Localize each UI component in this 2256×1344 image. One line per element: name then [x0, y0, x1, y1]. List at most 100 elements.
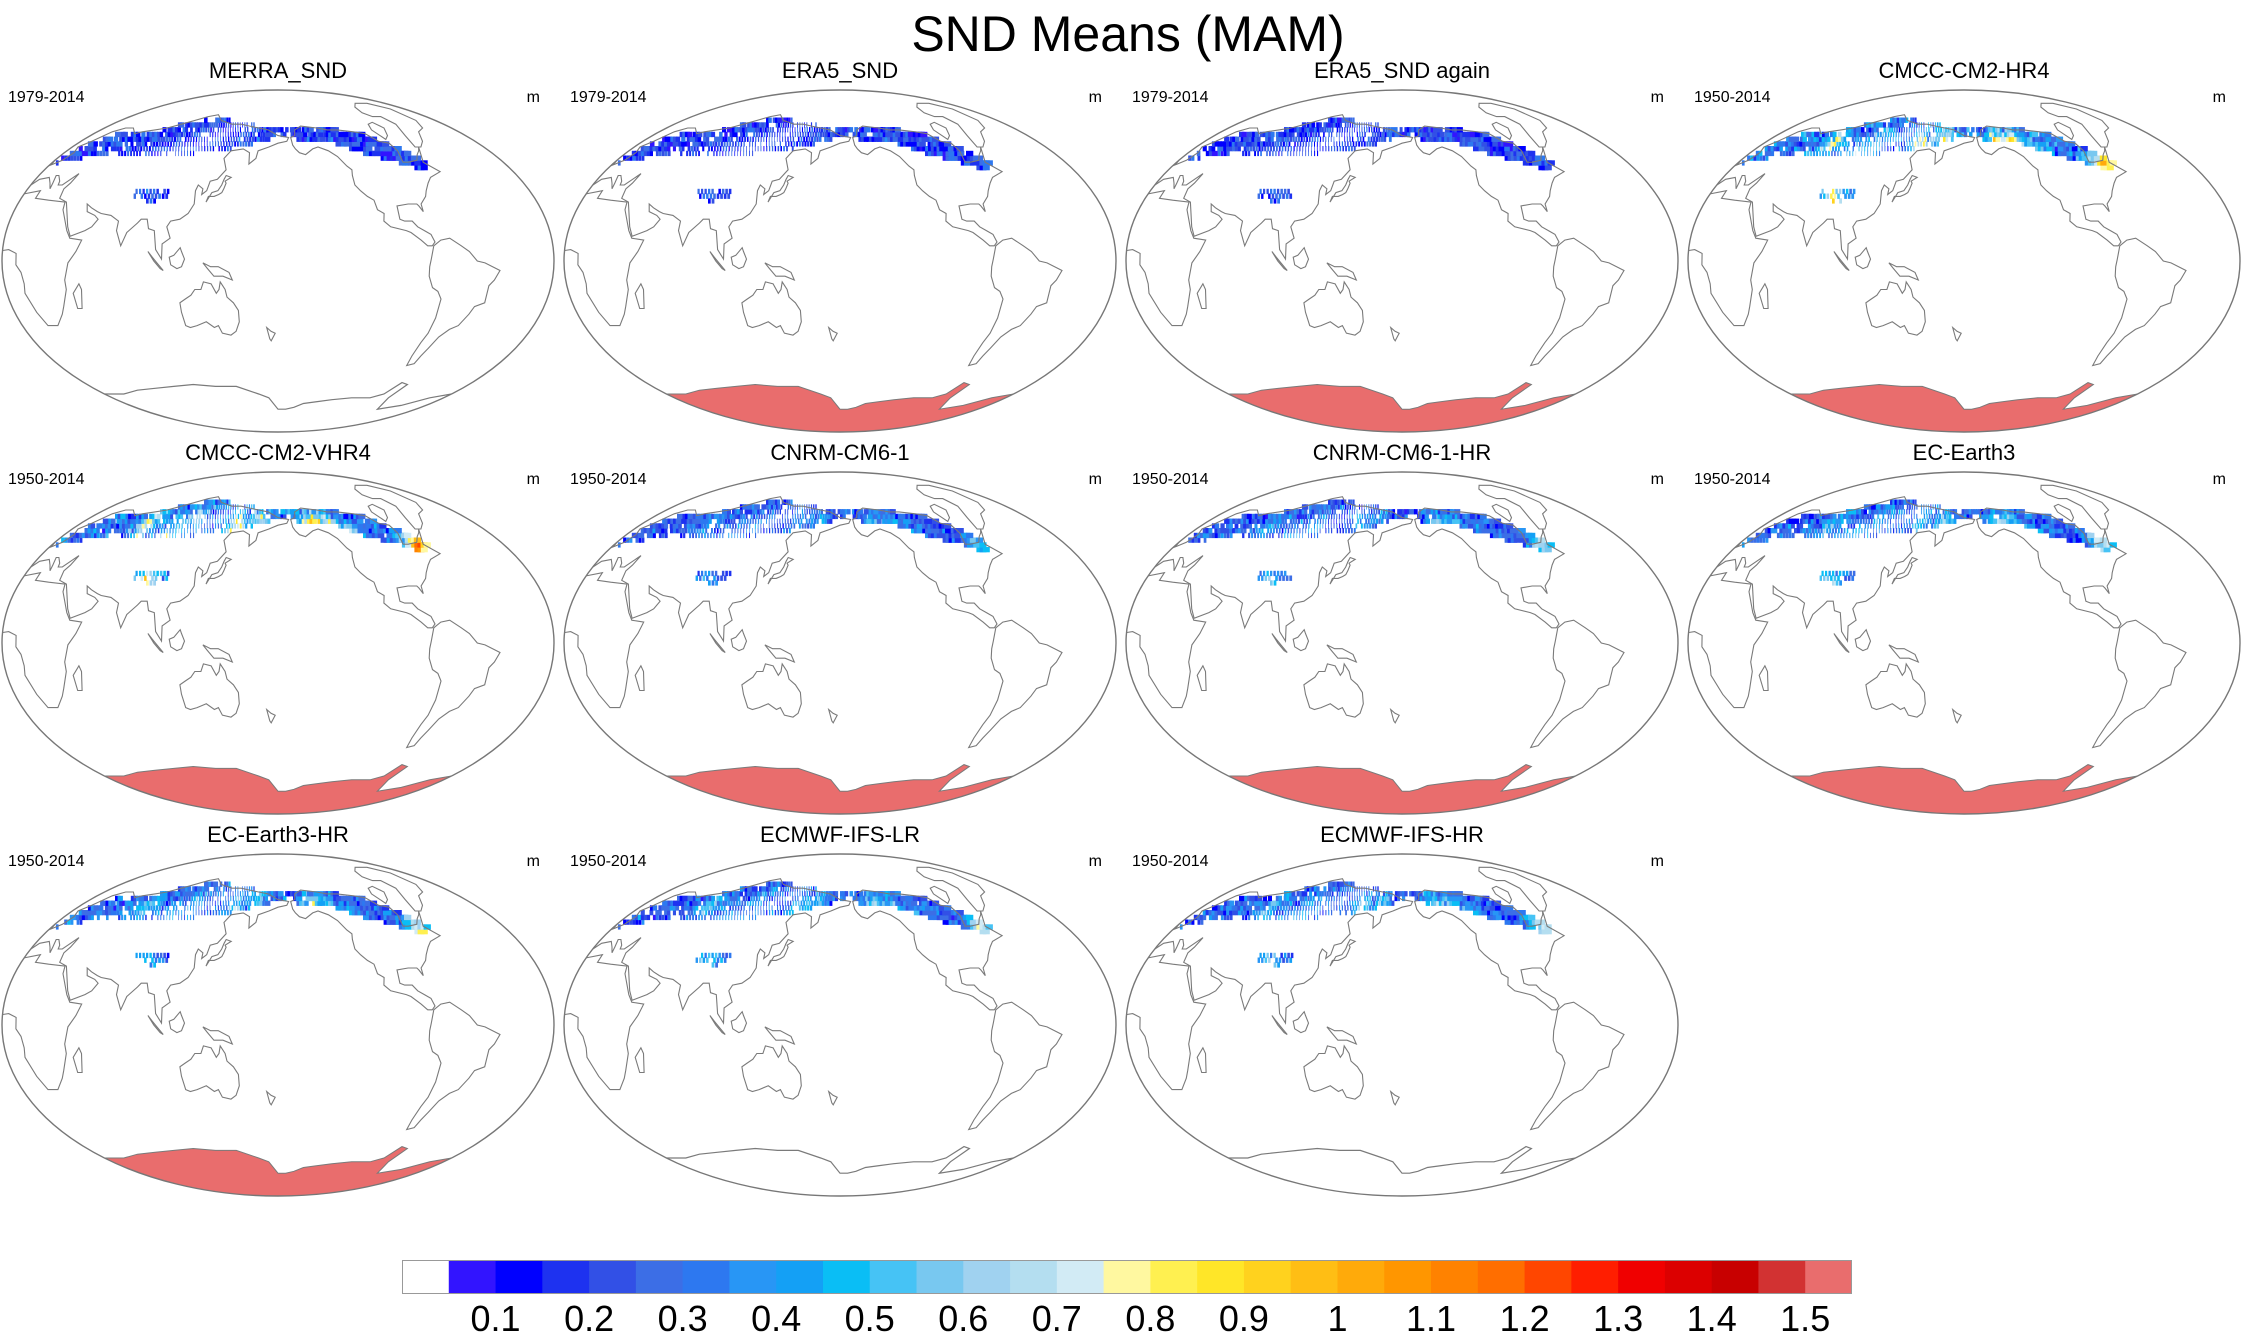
snow-cell	[969, 537, 977, 543]
snow-cell	[1325, 122, 1329, 128]
snow-cell	[162, 127, 167, 133]
snow-cell	[690, 895, 695, 902]
snow-cell	[802, 895, 804, 902]
coastline-eurasia	[1695, 114, 1976, 261]
snow-cell	[1229, 518, 1235, 524]
snow-cell	[76, 155, 80, 161]
snow-cell	[801, 127, 803, 133]
snow-cell	[786, 499, 789, 505]
coastline-sumatra	[1271, 251, 1288, 271]
snow-cell	[1848, 513, 1852, 520]
snow-cell	[1364, 513, 1366, 520]
snow-cell	[423, 924, 431, 930]
snow-cell	[1420, 518, 1425, 524]
snow-cell	[1494, 136, 1502, 142]
snow-cell	[1755, 532, 1760, 539]
snow-cell	[215, 499, 219, 505]
snow-cell	[776, 136, 778, 142]
snow-cell	[1764, 532, 1769, 539]
snow-cell	[728, 570, 732, 577]
snow-cell	[760, 136, 762, 142]
snow-cell	[223, 122, 225, 128]
snow-cell	[1858, 528, 1860, 534]
map-panel: EC-Earth3-HR 1950-2014 m	[0, 822, 556, 1202]
snow-cell	[171, 518, 174, 524]
snow-cell	[156, 188, 159, 195]
snow-cell	[204, 499, 208, 505]
snow-cell	[754, 528, 756, 534]
snow-cell	[824, 900, 827, 906]
snow-cell	[708, 952, 711, 959]
snow-cell	[1868, 136, 1870, 142]
snow-cell	[743, 905, 745, 911]
snow-cell	[1908, 136, 1910, 142]
snow-cell	[788, 528, 791, 534]
snow-cell	[1894, 122, 1898, 128]
snow-cell	[76, 919, 80, 925]
snow-cell	[187, 886, 192, 892]
snow-cell	[1885, 131, 1887, 138]
snow-cell	[1904, 146, 1906, 152]
snow-cell	[1895, 141, 1897, 147]
snow-cell	[749, 905, 751, 911]
snow-cell	[1304, 513, 1308, 520]
snow-cell	[1205, 150, 1210, 157]
snow-cell	[751, 504, 756, 510]
snow-cell	[1306, 122, 1311, 128]
snow-cell	[212, 146, 215, 152]
snow-depth-cells	[1188, 499, 1555, 586]
snow-cell	[758, 513, 761, 520]
snow-cell	[970, 160, 977, 166]
snow-cell	[1330, 504, 1334, 510]
snow-cell	[1901, 141, 1903, 147]
snow-cell	[824, 131, 828, 138]
snow-cell	[1853, 513, 1857, 520]
coastline-newGuinea	[202, 1026, 234, 1046]
snow-cell	[649, 150, 653, 157]
snow-cell	[1227, 532, 1230, 539]
snow-cell	[172, 532, 174, 539]
snow-cell	[695, 575, 698, 581]
snow-cell	[1935, 127, 1937, 133]
snow-cell	[1374, 513, 1377, 520]
snow-cell	[210, 891, 212, 897]
coastline-uk	[1726, 149, 1750, 167]
snow-cell	[782, 905, 784, 911]
snow-cell	[1272, 532, 1274, 539]
snow-cell	[1893, 528, 1895, 534]
snow-cell	[714, 570, 718, 577]
snow-cell	[698, 532, 700, 539]
snow-cell	[1282, 575, 1285, 581]
snow-cell	[1847, 141, 1850, 147]
snow-cell	[796, 141, 798, 147]
snow-cell	[1311, 141, 1313, 147]
snow-cell	[655, 528, 659, 534]
snow-cell	[1355, 523, 1358, 529]
antarctica-coastline	[104, 381, 452, 411]
snow-cell	[1260, 513, 1265, 520]
snow-cell	[179, 136, 182, 142]
snow-cell	[704, 570, 707, 577]
snow-cell	[1267, 528, 1270, 534]
snow-cell	[2056, 518, 2064, 524]
snow-cell	[1323, 513, 1325, 520]
snow-cell	[209, 910, 212, 916]
snow-cell	[1266, 188, 1269, 195]
snow-cell	[213, 504, 216, 510]
snow-cell	[815, 504, 817, 510]
snow-cell	[1867, 523, 1869, 529]
coastlines	[564, 484, 1063, 749]
snow-cell	[658, 141, 663, 147]
snow-cell	[90, 523, 96, 529]
snow-cell	[1832, 513, 1837, 520]
snow-cell	[167, 513, 171, 520]
snow-cell	[756, 504, 760, 510]
snow-cell	[1284, 146, 1287, 152]
coastline-southAmerica	[2091, 237, 2187, 367]
snow-cell	[1428, 136, 1433, 142]
coastline-northAmerica	[1976, 507, 2128, 629]
snow-cell	[313, 891, 319, 897]
snow-cell	[1331, 146, 1333, 152]
snow-cell	[1833, 193, 1837, 199]
snow-cell	[1933, 127, 1935, 133]
